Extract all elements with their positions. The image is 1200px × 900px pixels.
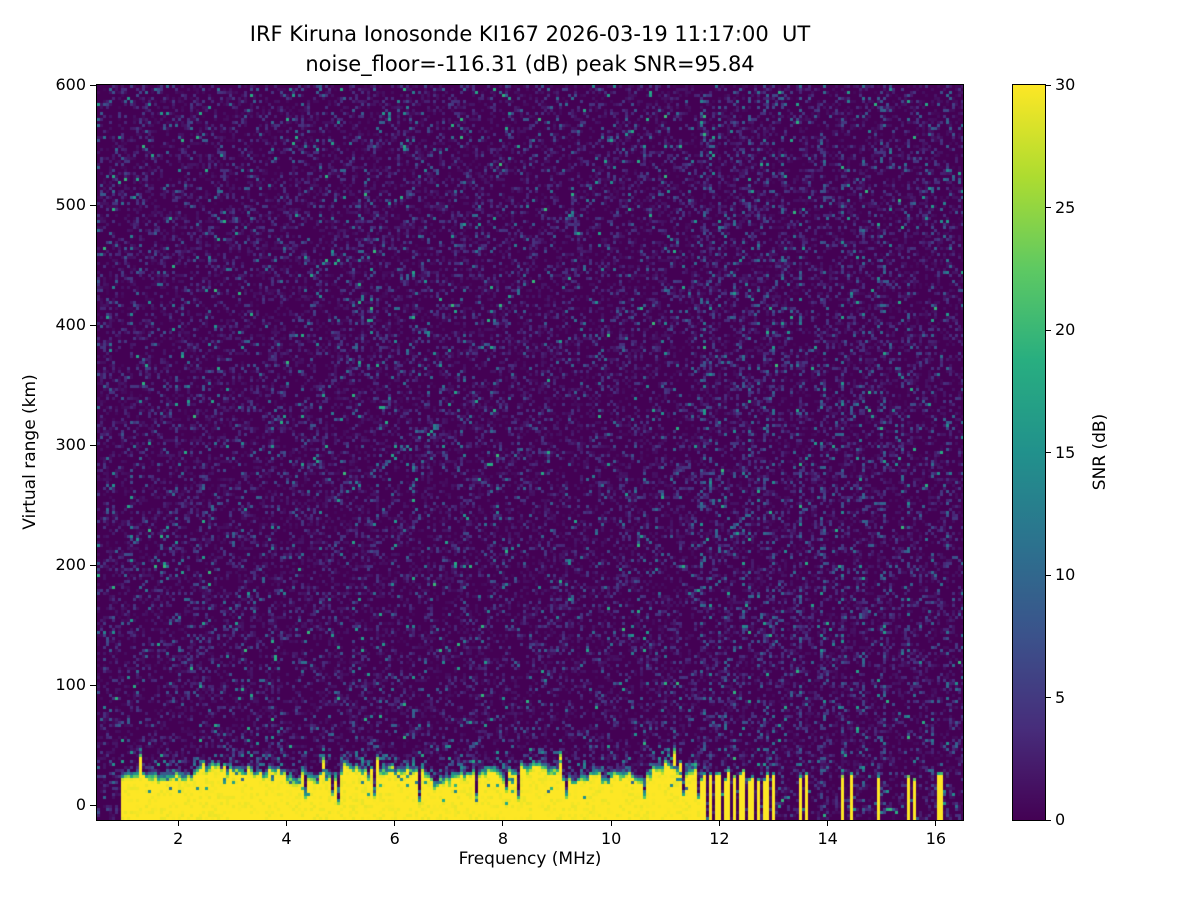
y-tick-label: 600: [55, 75, 86, 94]
colorbar-tick-label: 0: [1055, 810, 1066, 829]
x-tick-label: 6: [389, 829, 400, 848]
y-tick-mark: [90, 564, 96, 566]
ionogram-heatmap: [96, 84, 964, 821]
colorbar-tick-label: 15: [1055, 442, 1076, 462]
colorbar-tick-label: 20: [1055, 320, 1076, 339]
colorbar-tick-label: 30: [1055, 75, 1076, 94]
colorbar-tick-mark: [1046, 819, 1051, 821]
x-tick-mark: [935, 821, 937, 826]
x-tick-label: 2: [173, 829, 184, 848]
y-tick-label: 200: [55, 555, 86, 574]
y-tick-mark: [90, 324, 96, 326]
x-tick-mark: [718, 821, 720, 826]
y-tick-label: 100: [55, 675, 86, 694]
colorbar-tick-mark: [1046, 697, 1051, 698]
colorbar: [1012, 84, 1046, 821]
colorbar-tick-mark: [1046, 329, 1051, 331]
x-tick-label: 8: [497, 829, 509, 848]
x-tick-label: 14: [817, 829, 838, 848]
y-tick-mark: [90, 804, 96, 806]
x-tick-label: 12: [709, 829, 730, 848]
chart-subtitle: noise_floor=-116.31 (dB) peak SNR=95.84: [305, 52, 755, 76]
y-tick-label: 400: [55, 315, 86, 334]
colorbar-tick-mark: [1046, 574, 1051, 576]
x-tick-mark: [610, 821, 612, 826]
y-tick-mark: [90, 204, 96, 206]
x-tick-label: 10: [601, 829, 622, 848]
chart-title: IRF Kiruna Ionosonde KI167 2026-03-19 11…: [249, 22, 811, 46]
colorbar-tick-mark: [1046, 84, 1051, 86]
colorbar-tick-label: 25: [1055, 197, 1076, 217]
colorbar-tick-mark: [1046, 452, 1051, 453]
x-tick-mark: [827, 821, 829, 826]
colorbar-tick-label: 10: [1055, 565, 1076, 584]
x-tick-label: 4: [281, 829, 292, 848]
y-tick-mark: [90, 684, 96, 686]
y-tick-mark: [90, 84, 96, 86]
y-tick-label: 300: [55, 435, 86, 454]
x-tick-mark: [177, 821, 179, 826]
x-tick-mark: [502, 821, 504, 826]
x-tick-mark: [285, 821, 287, 826]
colorbar-tick-label: 5: [1055, 687, 1066, 707]
x-axis-label: Frequency (MHz): [458, 849, 602, 869]
colorbar-tick-mark: [1046, 207, 1051, 208]
x-tick-mark: [394, 821, 396, 826]
y-tick-label: 500: [55, 195, 86, 214]
y-tick-mark: [90, 444, 96, 446]
y-tick-label: 0: [75, 795, 86, 814]
x-tick-label: 16: [925, 829, 947, 848]
